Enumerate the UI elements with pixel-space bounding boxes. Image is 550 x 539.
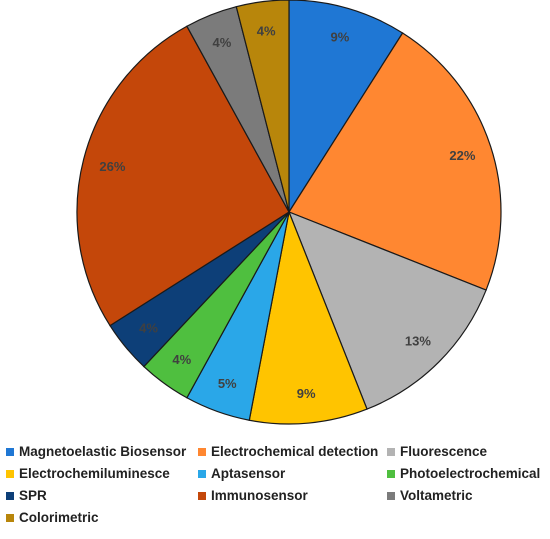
pie-label: 4% [212,35,231,50]
legend-swatch [387,491,395,500]
legend-swatch [198,447,206,456]
legend-swatch [6,447,14,456]
legend-swatch [6,469,14,478]
legend-label: Fluorescence [400,444,488,459]
pie-slice-immunosensor [76,25,290,327]
pie-slices [76,0,502,425]
legend-item-spr: SPR [6,488,47,503]
legend-label: Electrochemical detection [211,444,379,459]
pie-slice-electrochemical-detection [288,32,502,291]
pie-slice-electrochemiluminesce [248,209,368,425]
legend-label: Colorimetric [19,510,99,525]
legend-row: Magnetoelastic Biosensor Electrochemical… [0,444,550,466]
pie-chart: 9% 22% 13% 9% 5% 4% 4% 26% 4% 4% [76,0,502,425]
legend-label: Photoelectrochemical [400,466,541,481]
pie-label: 4% [139,321,158,336]
legend-swatch [387,469,395,478]
legend-label: Immunosensor [211,488,308,503]
pie-label: 26% [99,159,125,174]
legend: Magnetoelastic Biosensor Electrochemical… [0,444,550,532]
legend-row: Colorimetric [0,510,550,532]
legend-label: Magnetoelastic Biosensor [19,444,187,459]
legend-label: Electrochemiluminesce [19,466,170,481]
legend-row: SPR Immunosensor Voltametric [0,488,550,510]
pie-label: 9% [297,386,316,401]
legend-item-electrochemical-detection: Electrochemical detection [198,444,378,459]
legend-row: Electrochemiluminesce Aptasensor Photoel… [0,466,550,488]
legend-swatch [6,513,14,522]
legend-item-immunosensor: Immunosensor [198,488,308,503]
legend-item-magnetoelastic-biosensor: Magnetoelastic Biosensor [6,444,186,459]
legend-item-electrochemiluminesce: Electrochemiluminesce [6,466,170,481]
legend-label: SPR [19,488,47,503]
pie-label: 4% [257,24,276,39]
pie-label: 9% [330,29,349,44]
legend-swatch [198,491,206,500]
legend-item-fluorescence: Fluorescence [387,444,487,459]
pie-label: 13% [405,333,431,348]
legend-item-photoelectrochemical: Photoelectrochemical [387,466,540,481]
legend-swatch [6,491,14,500]
pie-slice-magnetoelastic-biosensor [288,0,404,215]
legend-item-voltametric: Voltametric [387,488,473,503]
pie-slice-colorimetric [235,0,290,213]
legend-label: Aptasensor [211,466,286,481]
pie-label: 22% [449,148,475,163]
pie-label: 4% [172,352,191,367]
legend-item-aptasensor: Aptasensor [198,466,285,481]
legend-swatch [387,447,395,456]
pie-label: 5% [218,376,237,391]
pie-labels: 9% 22% 13% 9% 5% 4% 4% 26% 4% 4% [99,24,475,401]
pie-slice-fluorescence [287,210,487,410]
legend-label: Voltametric [400,488,473,503]
legend-swatch [198,469,206,478]
legend-item-colorimetric: Colorimetric [6,510,99,525]
